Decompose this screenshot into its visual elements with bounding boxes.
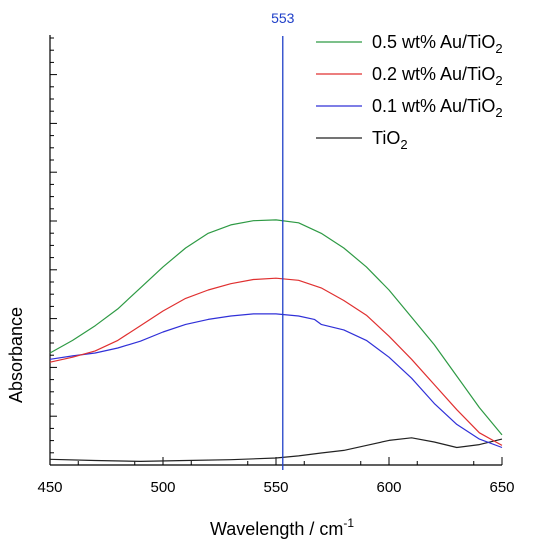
x-tick-label: 600: [376, 479, 401, 496]
x-axis-title: Wavelength / cm-1: [210, 516, 354, 539]
x-axis-title-text: Wavelength / cm: [210, 519, 343, 539]
legend-label-2: 0.1 wt% Au/TiO2: [372, 96, 503, 120]
series-line-3: [49, 437, 503, 462]
vertical-marker: 553: [271, 10, 295, 470]
y-axis-title: Absorbance: [6, 307, 26, 403]
x-tick-label: 650: [489, 479, 514, 496]
series-line-0: [49, 219, 503, 436]
legend: 0.5 wt% Au/TiO2 0.2 wt% Au/TiO2 0.1 wt% Au…: [316, 32, 503, 152]
legend-label-1: 0.2 wt% Au/TiO2: [372, 64, 503, 88]
series-line-1: [49, 277, 503, 446]
legend-label-0: 0.5 wt% Au/TiO2: [372, 32, 503, 56]
x-tick-label: 550: [263, 479, 288, 496]
legend-label-3: TiO2: [372, 128, 408, 152]
x-axis-title-superscript: -1: [343, 516, 354, 530]
marker-label: 553: [271, 10, 295, 26]
x-tick-label: 450: [37, 479, 62, 496]
x-tick-label: 500: [150, 479, 175, 496]
series-lines: [49, 219, 503, 462]
series-line-2: [49, 313, 503, 449]
axes: 450 500 550 600 650: [37, 35, 515, 496]
